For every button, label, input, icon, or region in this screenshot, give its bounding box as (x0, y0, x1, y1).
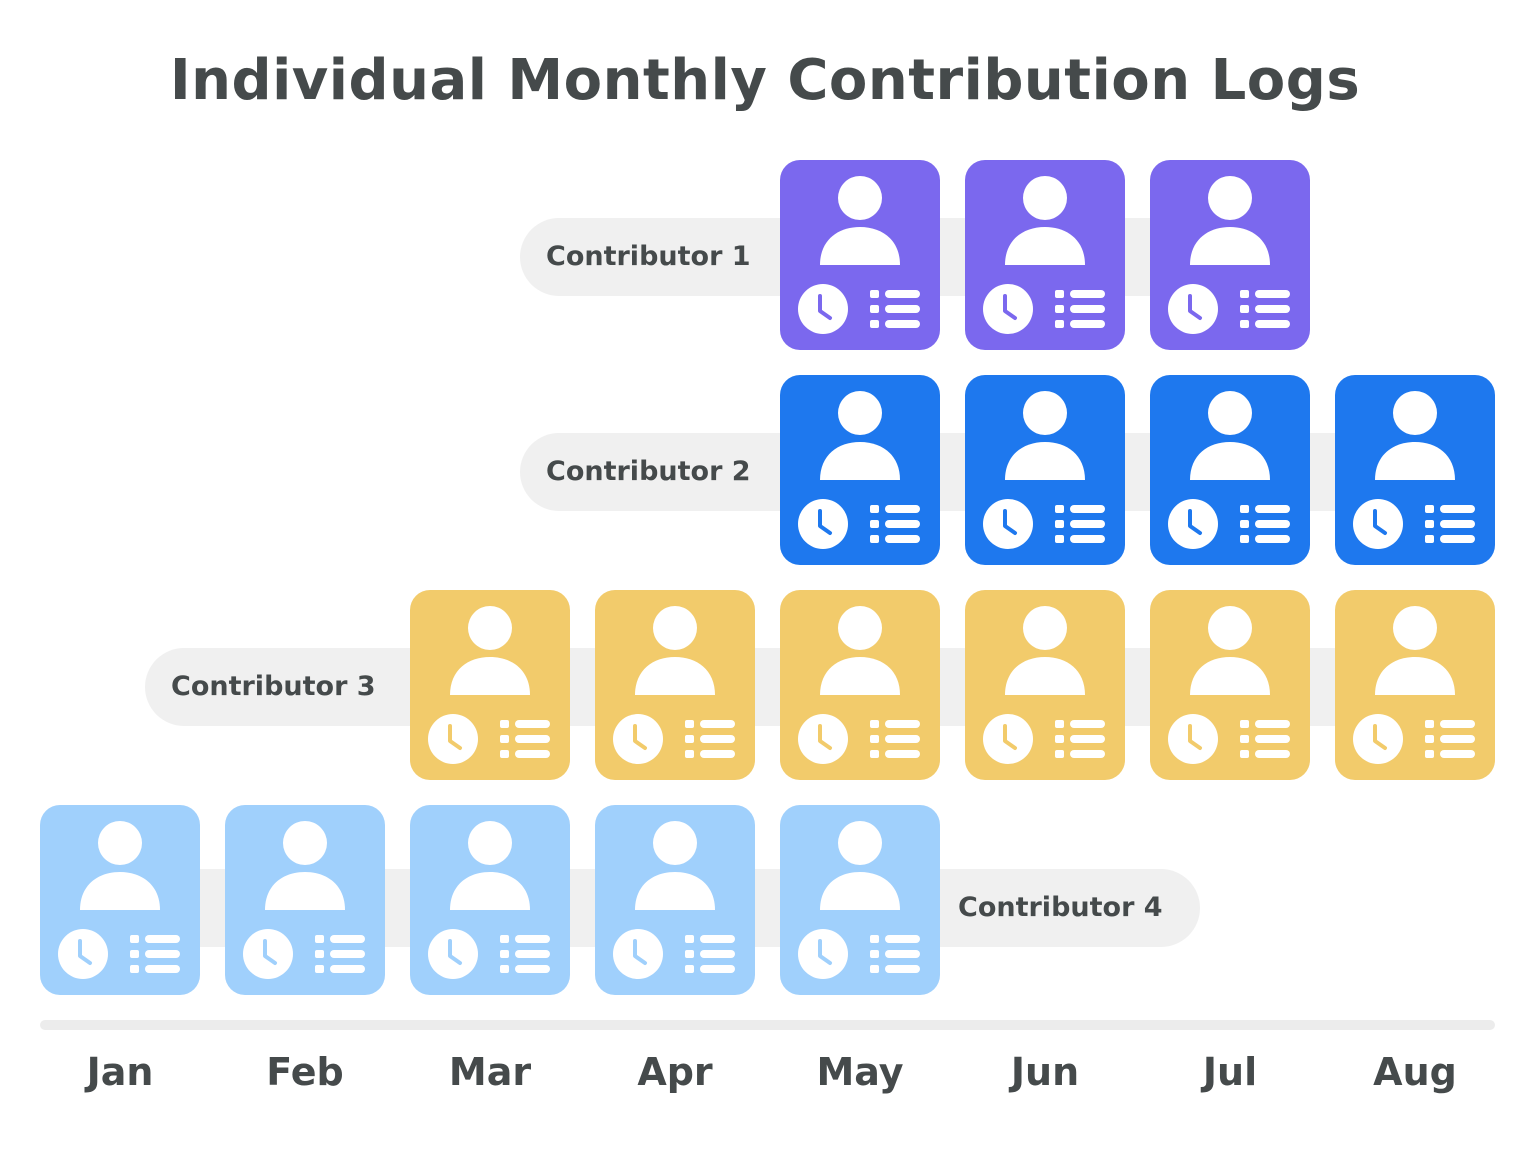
user-icon (820, 176, 900, 265)
clock-icon (1353, 499, 1403, 549)
list-icon (685, 720, 735, 758)
contributor-label: Contributor 1 (546, 241, 751, 272)
list-icon (870, 720, 920, 758)
list-icon (1055, 290, 1105, 328)
list-icon (1055, 505, 1105, 543)
clock-icon (58, 929, 108, 979)
month-label: May (816, 1050, 904, 1094)
contributor-label: Contributor 4 (958, 892, 1163, 923)
contribution-card (1150, 375, 1310, 565)
list-icon (130, 935, 180, 973)
month-label: Aug (1373, 1050, 1457, 1094)
clock-icon (1168, 714, 1218, 764)
contribution-card (410, 805, 570, 995)
list-icon (1240, 720, 1290, 758)
user-icon (635, 821, 715, 910)
contribution-card (965, 590, 1125, 780)
list-icon (315, 935, 365, 973)
clock-icon (243, 929, 293, 979)
chart-title: Individual Monthly Contribution Logs (169, 48, 1361, 113)
contribution-card (965, 375, 1125, 565)
user-icon (1005, 176, 1085, 265)
clock-icon (798, 499, 848, 549)
list-icon (870, 505, 920, 543)
contribution-card (780, 375, 940, 565)
month-label: Jun (1010, 1050, 1080, 1094)
month-label: Mar (448, 1050, 532, 1094)
clock-icon (798, 929, 848, 979)
list-icon (500, 720, 550, 758)
list-icon (500, 935, 550, 973)
month-label: Feb (266, 1050, 344, 1094)
list-icon (1425, 720, 1475, 758)
contribution-card (1150, 160, 1310, 350)
user-icon (1375, 606, 1455, 695)
contribution-card (595, 805, 755, 995)
user-icon (80, 821, 160, 910)
clock-icon (983, 714, 1033, 764)
user-icon (450, 821, 530, 910)
clock-icon (613, 714, 663, 764)
month-label: Apr (637, 1050, 713, 1094)
contribution-card (780, 805, 940, 995)
user-icon (265, 821, 345, 910)
timeline-axis (40, 1020, 1495, 1030)
user-icon (1005, 606, 1085, 695)
month-label: Jan (86, 1050, 154, 1094)
user-icon (1190, 391, 1270, 480)
contribution-card (780, 590, 940, 780)
clock-icon (1353, 714, 1403, 764)
clock-icon (613, 929, 663, 979)
contribution-card (780, 160, 940, 350)
user-icon (1005, 391, 1085, 480)
user-icon (820, 606, 900, 695)
user-icon (1190, 176, 1270, 265)
user-icon (1190, 606, 1270, 695)
user-icon (820, 821, 900, 910)
contributor-label: Contributor 2 (546, 456, 751, 487)
clock-icon (798, 284, 848, 334)
contribution-card (1150, 590, 1310, 780)
clock-icon (983, 499, 1033, 549)
contribution-card (1335, 590, 1495, 780)
clock-icon (428, 929, 478, 979)
contribution-card (40, 805, 200, 995)
user-icon (635, 606, 715, 695)
contribution-card (595, 590, 755, 780)
contribution-card (410, 590, 570, 780)
month-label: Jul (1202, 1050, 1258, 1094)
user-icon (1375, 391, 1455, 480)
list-icon (870, 935, 920, 973)
list-icon (1240, 290, 1290, 328)
list-icon (1055, 720, 1105, 758)
user-icon (820, 391, 900, 480)
contribution-card (225, 805, 385, 995)
clock-icon (1168, 284, 1218, 334)
contribution-card (1335, 375, 1495, 565)
clock-icon (798, 714, 848, 764)
contribution-card (965, 160, 1125, 350)
contributor-label: Contributor 3 (171, 671, 376, 702)
list-icon (1425, 505, 1475, 543)
user-icon (450, 606, 530, 695)
clock-icon (1168, 499, 1218, 549)
list-icon (685, 935, 735, 973)
list-icon (1240, 505, 1290, 543)
clock-icon (983, 284, 1033, 334)
list-icon (870, 290, 920, 328)
clock-icon (428, 714, 478, 764)
